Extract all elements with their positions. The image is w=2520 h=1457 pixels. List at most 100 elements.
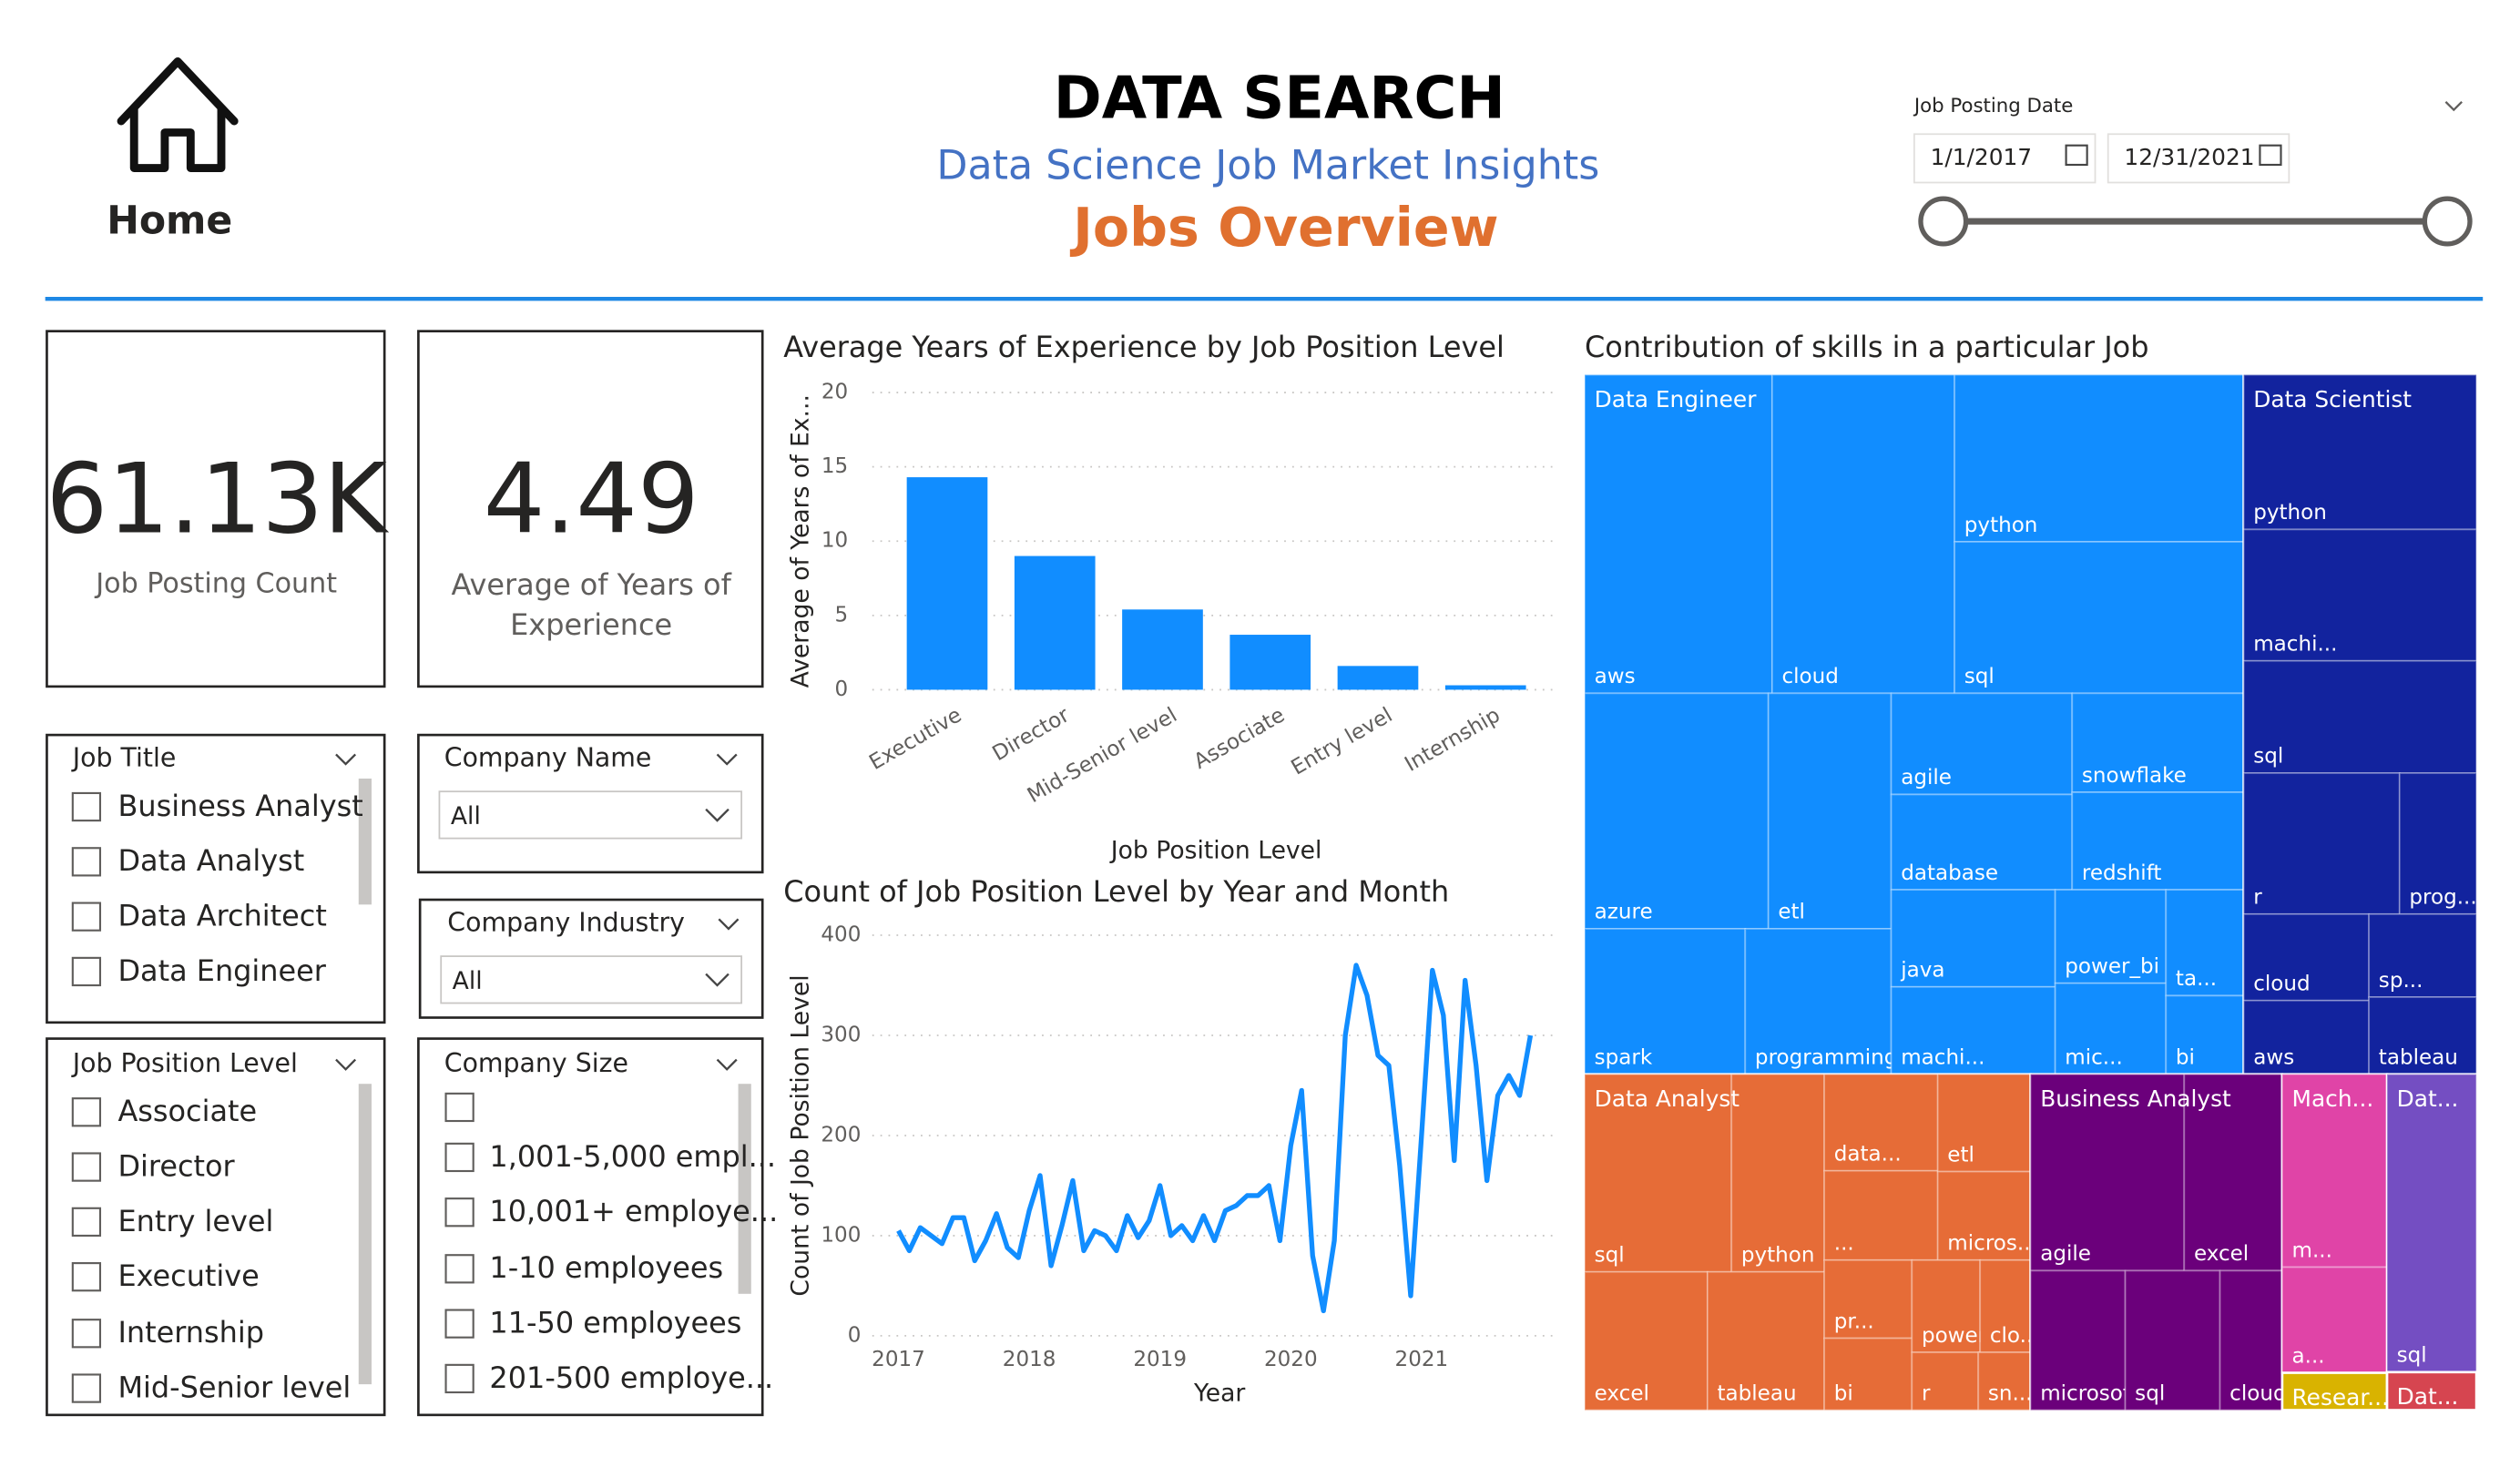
bar [1444,685,1526,690]
slicer-item[interactable]: 201-500 employe... [489,1360,773,1395]
treemap-tile [2386,1073,2477,1373]
tile-label: database [1901,861,1998,885]
home-label[interactable]: Home [107,198,232,243]
checkbox[interactable] [444,1254,474,1284]
checkbox[interactable] [71,1262,102,1292]
slicer-item[interactable]: Data Architect [117,899,326,933]
tile-label: aws [2253,1045,2294,1069]
scrollbar[interactable] [358,778,372,905]
checkbox[interactable] [71,902,102,932]
treemap-tile [1936,1170,2032,1261]
tile-label: sp... [2379,969,2423,993]
calendar-icon[interactable] [2065,144,2088,167]
group-label: Dat... [2397,1085,2459,1112]
scrollbar[interactable] [358,1084,372,1385]
dropdown-chevron[interactable] [705,973,729,987]
checkbox[interactable] [71,1319,102,1349]
treemap-tile [2281,1266,2388,1374]
group-label: Mach... [2292,1085,2374,1112]
slicer-chevron[interactable] [335,753,357,766]
y-tick-label: 0 [835,678,849,701]
slider-handle[interactable] [1918,196,1969,247]
tile-label: cloud [2229,1381,2286,1405]
checkbox[interactable] [444,1309,474,1339]
slicer [46,733,386,1024]
slicer-item[interactable]: Data Analyst [117,843,304,878]
tile-label: sql [1964,665,1995,688]
x-tick-label: 2019 [1133,1348,1187,1371]
tile-label: cloud [1781,665,1838,688]
checkbox[interactable] [444,1092,474,1123]
x-tick-label: Director [988,703,1074,766]
dropdown[interactable] [438,790,743,840]
treemap-tile [2029,1073,2186,1272]
slicer-chevron[interactable] [335,1058,357,1071]
dropdown-value[interactable]: All [453,967,483,995]
slicer-item[interactable]: Internship [117,1315,264,1350]
checkbox[interactable] [444,1197,474,1228]
checkbox[interactable] [71,1373,102,1403]
checkbox[interactable] [444,1363,474,1394]
home-button[interactable]: Home [107,57,239,243]
treemap-tile [2029,1269,2127,1411]
x-tick-label: 2020 [1264,1348,1318,1371]
treemap-tile [1823,1073,1939,1172]
slicer-item[interactable]: Data Engineer [117,953,326,988]
slicer-item[interactable]: Entry level [117,1204,273,1238]
checkbox[interactable] [71,956,102,987]
tile-label: spark [1595,1045,1653,1069]
checkbox[interactable] [71,791,102,822]
slicer-item[interactable]: Mid-Senior level [117,1370,351,1404]
checkbox[interactable] [444,1142,474,1173]
checkbox[interactable] [71,1097,102,1127]
date-start-box[interactable] [1913,133,2097,184]
tile-label: r [1922,1381,1931,1405]
slicer-item[interactable]: Executive [117,1258,259,1293]
treemap-tile [1823,1169,1939,1261]
tile-label: tableau [1717,1381,1796,1405]
tile-label: redshift [2082,861,2162,885]
tile-label: cloud [2253,973,2310,996]
dropdown-chevron[interactable] [705,808,729,822]
treemap-tile [2242,772,2401,915]
slicer-chevron[interactable] [716,753,738,766]
date-end-box[interactable] [2107,133,2290,184]
checkbox[interactable] [71,1152,102,1182]
tile-label: ... [1834,1232,1854,1256]
slicer-item[interactable]: Business Analyst [117,789,362,823]
tile-label: microsoft [2040,1381,2137,1405]
date-filter-chevron[interactable] [2444,100,2463,112]
checkbox[interactable] [71,1207,102,1238]
tile-label: bi [2176,1045,2195,1069]
slicer-item[interactable]: 10,001+ employe... [489,1194,778,1228]
date-start[interactable]: 1/1/2017 [1931,144,2033,170]
slicer-item[interactable]: Director [117,1148,235,1183]
scrollbar[interactable] [738,1084,751,1294]
y-tick-label: 300 [821,1024,861,1047]
tile-label: power_bi [2065,954,2159,978]
slicer-item[interactable]: 11-50 employees [489,1306,741,1340]
treemap-tile [2281,1073,2388,1269]
slicer-chevron[interactable] [718,918,740,931]
slicer-item[interactable]: 1-10 employees [489,1250,723,1285]
slicer-item[interactable]: 1,001-5,000 empl... [489,1139,776,1174]
slicer-chevron[interactable] [716,1058,738,1071]
chart-title: Count of Job Position Level by Year and … [783,874,1449,909]
bar [1014,555,1096,690]
dropdown-value[interactable]: All [451,802,481,830]
dropdown[interactable] [440,955,743,1004]
line-series [896,963,1534,1314]
x-tick-label: 2021 [1395,1348,1449,1371]
slider-handle[interactable] [2422,196,2473,247]
treemap-tile [1936,1073,2032,1173]
treemap-tile [1584,1270,1709,1411]
checkbox[interactable] [71,847,102,877]
slicer [46,1037,386,1417]
group-label: Data Engineer [1595,386,1758,413]
calendar-icon[interactable] [2259,144,2282,167]
date-end[interactable]: 12/31/2021 [2124,144,2254,170]
home-icon[interactable] [117,57,239,172]
slicer-item[interactable]: Associate [117,1094,257,1128]
treemap-tile [2219,1269,2283,1411]
tile-label: tableau [2379,1045,2458,1069]
